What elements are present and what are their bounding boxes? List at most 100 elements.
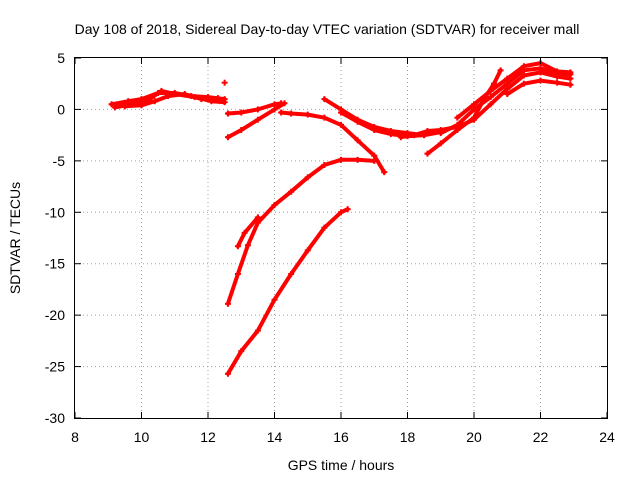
data-point [121, 103, 128, 110]
data-point [288, 188, 295, 195]
data-point [354, 118, 361, 125]
y-tick-label: -5 [53, 153, 66, 169]
data-point [304, 247, 311, 254]
x-tick-label: 12 [200, 429, 216, 445]
data-point [554, 79, 561, 86]
data-point [165, 93, 172, 100]
x-tick-label: 8 [71, 429, 79, 445]
series-arc-q [504, 77, 574, 97]
x-tick-label: 10 [134, 429, 150, 445]
series-line [455, 61, 573, 120]
data-point [271, 101, 278, 108]
y-tick-label: -20 [45, 307, 65, 323]
data-point [471, 101, 477, 108]
y-axis-label: SDTVAR / TECUs [7, 182, 23, 294]
chart-title: Day 108 of 2018, Sidereal Day-to-day VTE… [75, 21, 580, 37]
data-point [354, 156, 361, 163]
data-point [281, 100, 288, 107]
data-point [288, 110, 295, 117]
data-point [487, 101, 494, 108]
data-point [108, 101, 115, 108]
data-point [520, 63, 527, 70]
data-point [411, 132, 418, 139]
data-point [454, 114, 461, 121]
data-point [424, 150, 431, 157]
data-point [238, 348, 245, 355]
data-point [471, 114, 477, 121]
data-point [504, 75, 511, 82]
data-point [224, 134, 231, 141]
data-point [537, 65, 544, 72]
data-point [288, 271, 295, 277]
data-point [371, 127, 378, 133]
series-arc-p [454, 60, 574, 121]
data-point [221, 99, 228, 106]
data-point [304, 174, 311, 181]
data-point [387, 131, 394, 138]
data-point [321, 96, 328, 103]
data-point [554, 68, 561, 75]
data-point [111, 104, 118, 111]
data-point [344, 206, 351, 213]
data-point [158, 87, 165, 94]
data-point [304, 111, 311, 118]
data-point [504, 85, 511, 92]
data-point [241, 229, 248, 236]
data-point [224, 300, 231, 307]
data-point [138, 102, 145, 109]
data-point [271, 106, 278, 113]
data-point [520, 80, 527, 87]
x-tick-label: 20 [466, 429, 482, 445]
x-tick-label: 18 [400, 429, 416, 445]
series-arc-k [234, 214, 261, 250]
data-point [198, 96, 205, 103]
data-point [487, 94, 494, 101]
data-point [221, 79, 228, 86]
data-point [437, 140, 444, 147]
data-point [424, 128, 431, 135]
data-point [567, 69, 574, 76]
data-point [271, 202, 278, 209]
x-tick-label: 14 [267, 429, 283, 445]
data-point [397, 134, 404, 141]
y-tick-label: 0 [57, 101, 65, 117]
data-point [271, 296, 278, 303]
y-tick-label: 5 [57, 50, 65, 66]
data-point [504, 80, 511, 87]
data-point [181, 91, 188, 97]
data-point [354, 137, 361, 144]
data-point [244, 242, 251, 249]
data-point [520, 72, 527, 79]
data-point [234, 243, 241, 250]
data-point [371, 152, 378, 159]
data-point [454, 127, 461, 133]
data-point [381, 169, 388, 176]
x-tick-label: 24 [599, 429, 615, 445]
data-point [321, 114, 328, 121]
data-point [338, 156, 344, 163]
data-point [437, 130, 444, 137]
data-point [321, 161, 328, 168]
y-tick-label: -25 [45, 359, 65, 375]
data-point [254, 106, 261, 113]
data-point [151, 98, 158, 105]
data-point [497, 67, 504, 74]
data-point [490, 80, 497, 87]
series-point-d [221, 79, 228, 86]
y-tick-label: -10 [45, 204, 65, 220]
data-point [338, 109, 344, 116]
data-point [371, 157, 378, 164]
axis-ticks: 8 10 12 14 16 18 20 22 24 5 0 -5 -10 -15 -20 -25 -30 [45, 50, 615, 445]
x-tick-label: 22 [533, 429, 549, 445]
data-point [238, 109, 245, 116]
data-point [338, 209, 344, 216]
data-point [567, 81, 574, 88]
data-point [278, 109, 285, 116]
data-point [234, 271, 241, 277]
series-arc-l [224, 206, 351, 377]
data-point [321, 224, 328, 231]
y-tick-label: -15 [45, 256, 65, 272]
data-point [504, 91, 511, 97]
x-tick-label: 16 [333, 429, 349, 445]
